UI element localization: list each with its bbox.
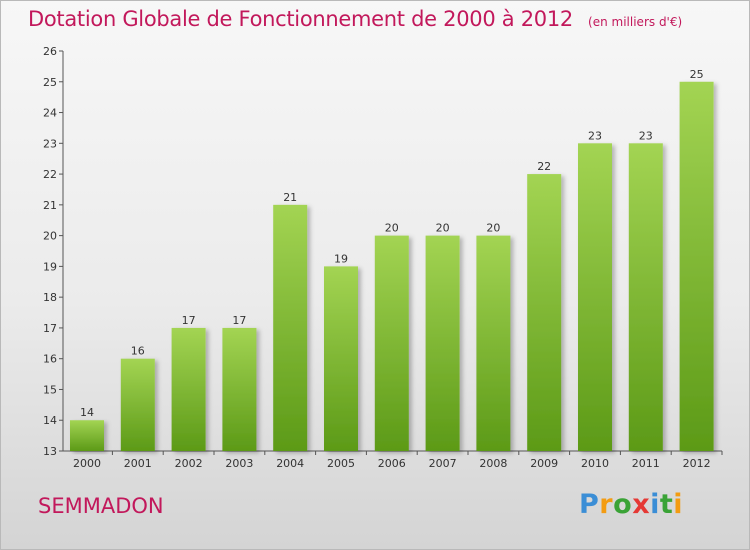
y-tick-label: 18: [43, 291, 57, 304]
logo-letter: x: [632, 489, 651, 520]
x-tick-label: 2006: [378, 457, 406, 470]
y-tick-label: 20: [43, 230, 57, 243]
y-tick-label: 21: [43, 199, 57, 212]
bar: [120, 358, 155, 451]
data-label: 19: [334, 252, 348, 265]
data-label: 14: [80, 406, 94, 419]
x-tick-label: 2008: [479, 457, 507, 470]
y-tick-label: 17: [43, 322, 57, 335]
x-tick-label: 2004: [276, 457, 304, 470]
bar: [628, 143, 663, 452]
data-label: 17: [232, 314, 246, 327]
bars: [70, 81, 714, 452]
y-tick-label: 15: [43, 383, 57, 396]
bar: [374, 235, 409, 451]
proxiti-logo: Proxiti: [579, 489, 683, 520]
x-tick-label: 2009: [530, 457, 558, 470]
y-tick-label: 19: [43, 260, 57, 273]
y-tick-label: 24: [43, 107, 57, 120]
x-tick-label: 2011: [632, 457, 660, 470]
logo-letter: t: [659, 489, 674, 520]
logo-letter: i: [673, 489, 684, 520]
data-label: 23: [588, 129, 602, 142]
logo-letter: P: [579, 489, 600, 520]
data-label: 25: [690, 68, 704, 81]
bar: [578, 143, 612, 452]
labels: 14 16 17 17 21 19 20 20 20 22 23 23 25: [80, 68, 704, 419]
x-tick-label: 2000: [73, 457, 101, 470]
data-label: 20: [486, 222, 500, 235]
x-tick-label: 2001: [124, 457, 152, 470]
bar: [679, 81, 714, 452]
bar: [171, 327, 206, 451]
chart-subtitle: (en milliers d'€): [588, 15, 683, 29]
data-label: 17: [182, 314, 196, 327]
x-tick-label: 2007: [429, 457, 457, 470]
bar: [476, 235, 511, 451]
commune-name: SEMMADON: [38, 494, 164, 518]
x-tick-label: 2005: [327, 457, 355, 470]
bar: [273, 204, 308, 451]
bar: [70, 420, 104, 451]
data-label: 21: [283, 191, 297, 204]
y-tick-label: 16: [43, 353, 57, 366]
logo-letter: r: [599, 489, 614, 520]
bar: [527, 174, 562, 452]
y-tick-label: 25: [43, 76, 57, 89]
y-tick-label: 23: [43, 137, 57, 150]
x-tick-label: 2010: [581, 457, 609, 470]
logo-letter: o: [613, 489, 633, 520]
x-tick-label: 2003: [225, 457, 253, 470]
logo-letter: i: [650, 489, 660, 520]
bar: [222, 327, 257, 451]
y-tick-label: 26: [43, 45, 57, 58]
x-tick-label: 2002: [175, 457, 203, 470]
y-tick-label: 13: [43, 445, 57, 458]
x-tick-label: 2012: [683, 457, 711, 470]
data-label: 20: [436, 222, 450, 235]
data-label: 16: [131, 345, 145, 358]
y-tick-label: 14: [43, 414, 57, 427]
data-label: 22: [537, 160, 551, 173]
data-label: 20: [385, 222, 399, 235]
bar: [425, 235, 460, 451]
chart-title: Dotation Globale de Fonctionnement de 20…: [28, 7, 573, 31]
bar: [324, 266, 358, 451]
axes: 13 14 15 16 17 18 19 20 21 22 23 24 25 26 2000 2001 2002…: [43, 45, 723, 470]
y-tick-label: 22: [43, 168, 57, 181]
title-row: Dotation Globale de Fonctionnement de 20…: [28, 7, 682, 31]
data-label: 23: [639, 129, 653, 142]
